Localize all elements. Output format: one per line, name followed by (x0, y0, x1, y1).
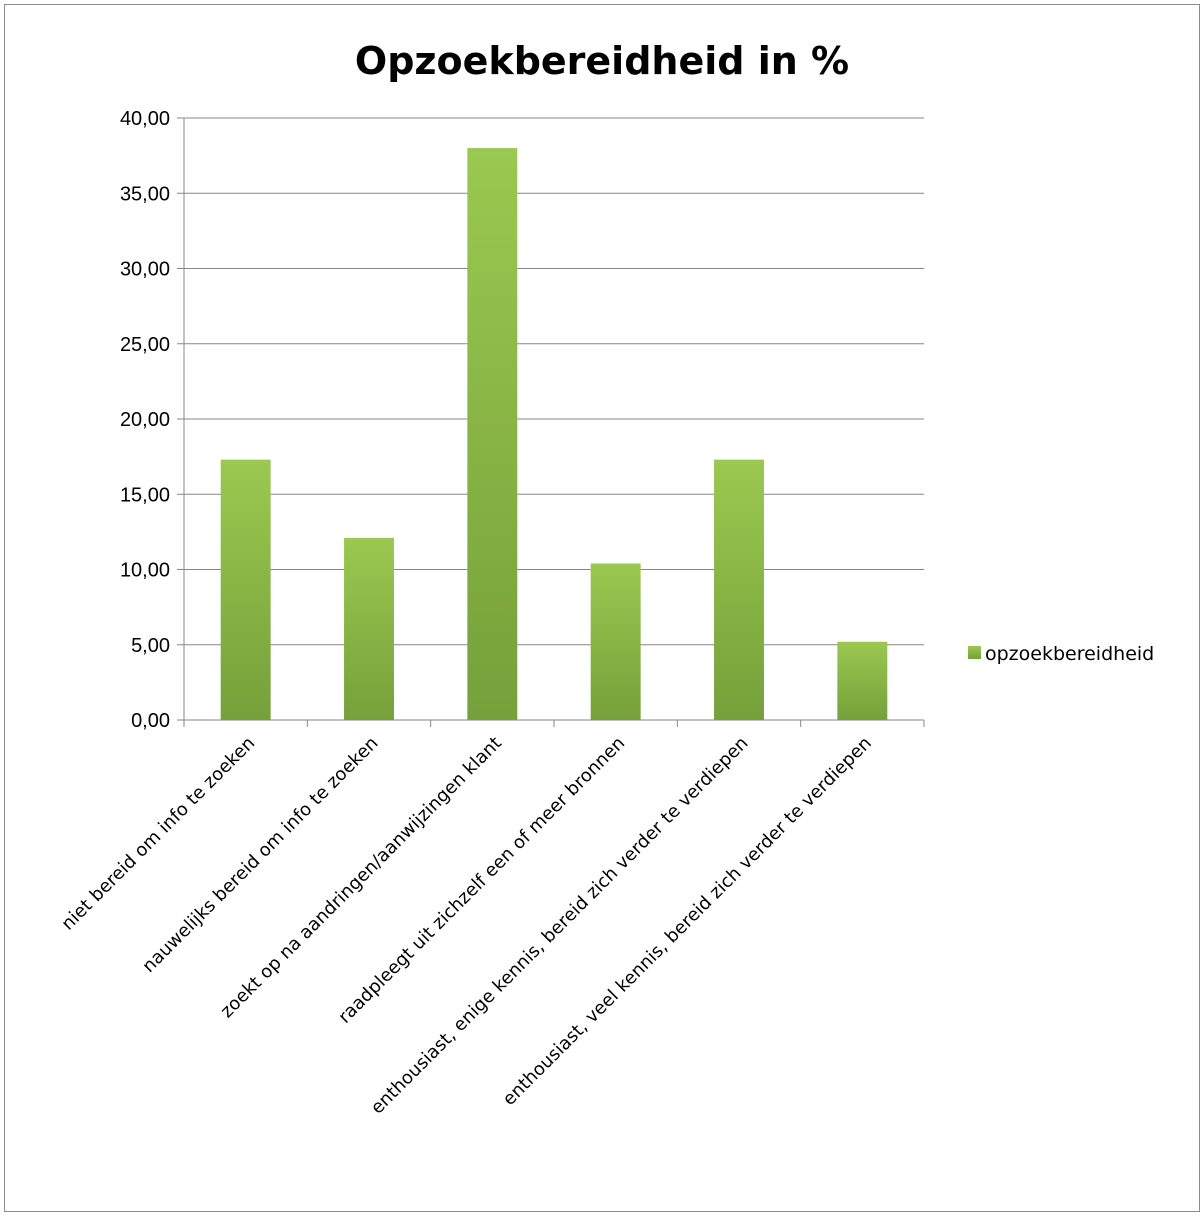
x-category-label: niet bereid om info te zoeken (57, 733, 259, 935)
y-tick-label: 10,00 (120, 560, 170, 582)
legend: opzoekbereidheid (968, 643, 1154, 665)
bar (220, 459, 271, 720)
bar (590, 563, 641, 720)
y-tick-label: 35,00 (120, 183, 170, 205)
x-category-label: zoekt op na aandringen/aanwijzingen klan… (216, 733, 505, 1022)
y-tick-label: 40,00 (120, 108, 170, 130)
y-tick-label: 0,00 (131, 710, 170, 732)
y-tick-label: 20,00 (120, 409, 170, 431)
bars (220, 148, 888, 721)
chart-title: Opzoekbereidheid in % (355, 39, 849, 83)
y-tick-label: 15,00 (120, 484, 170, 506)
bar (837, 641, 888, 720)
bar (344, 537, 394, 720)
y-tick-label: 30,00 (120, 259, 170, 281)
y-tick-label: 5,00 (131, 635, 170, 657)
bar (714, 459, 764, 720)
x-category-label: nauwelijks bereid om info te zoeken (138, 733, 382, 977)
axes (183, 118, 925, 727)
x-axis-labels: niet bereid om info te zoekennauwelijks … (57, 733, 875, 1119)
legend-label: opzoekbereidheid (985, 643, 1154, 665)
y-axis-ticks: 0,00 5,00 10,00 15,00 20,00 25,00 30,00 35,00 40… (120, 108, 184, 732)
y-tick-label: 25,00 (120, 334, 170, 356)
x-category-label: raadpleegt uit zichzelf een of meer bron… (334, 733, 629, 1028)
bar (467, 148, 518, 721)
gridlines (184, 117, 924, 646)
legend-swatch (968, 646, 981, 659)
